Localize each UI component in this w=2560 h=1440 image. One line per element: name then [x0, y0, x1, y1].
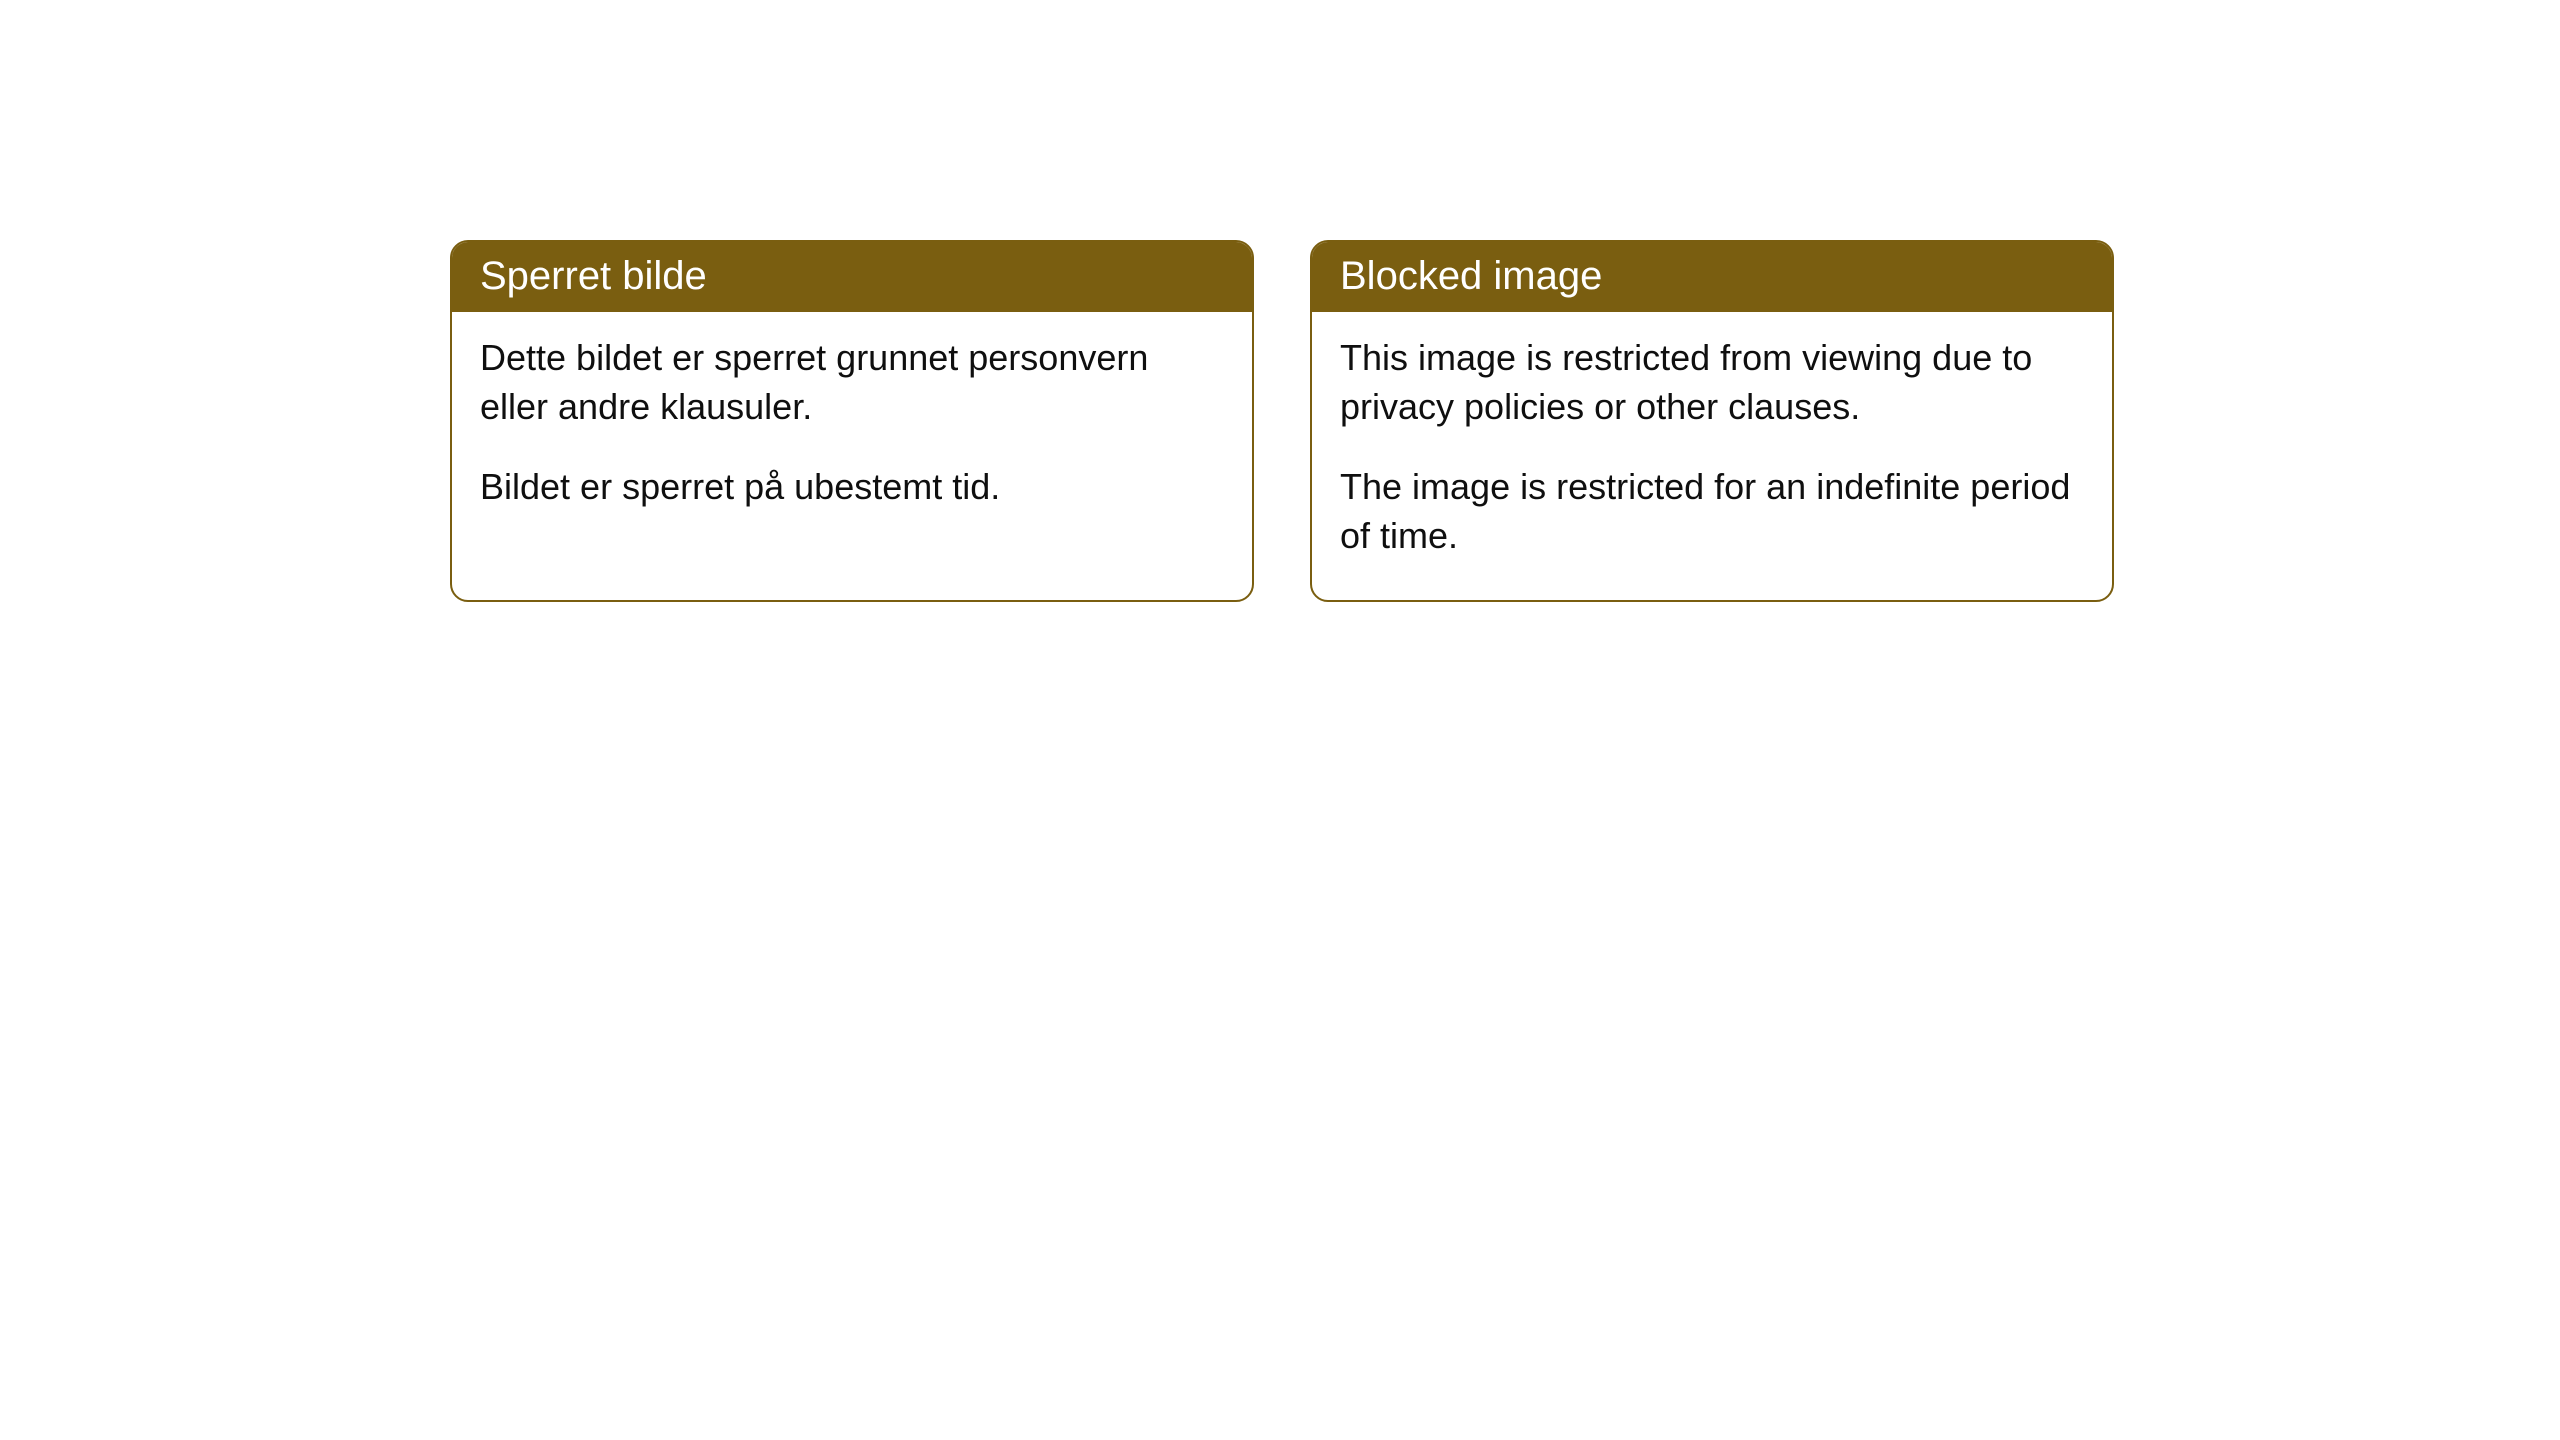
notice-container: Sperret bilde Dette bildet er sperret gr…: [450, 240, 2114, 602]
card-body-norwegian: Dette bildet er sperret grunnet personve…: [452, 312, 1252, 552]
notice-paragraph-2-no: Bildet er sperret på ubestemt tid.: [480, 463, 1224, 512]
notice-paragraph-1-no: Dette bildet er sperret grunnet personve…: [480, 334, 1224, 431]
card-header-norwegian: Sperret bilde: [452, 242, 1252, 312]
notice-paragraph-2-en: The image is restricted for an indefinit…: [1340, 463, 2084, 560]
blocked-image-card-english: Blocked image This image is restricted f…: [1310, 240, 2114, 602]
card-header-english: Blocked image: [1312, 242, 2112, 312]
blocked-image-card-norwegian: Sperret bilde Dette bildet er sperret gr…: [450, 240, 1254, 602]
notice-paragraph-1-en: This image is restricted from viewing du…: [1340, 334, 2084, 431]
card-body-english: This image is restricted from viewing du…: [1312, 312, 2112, 600]
